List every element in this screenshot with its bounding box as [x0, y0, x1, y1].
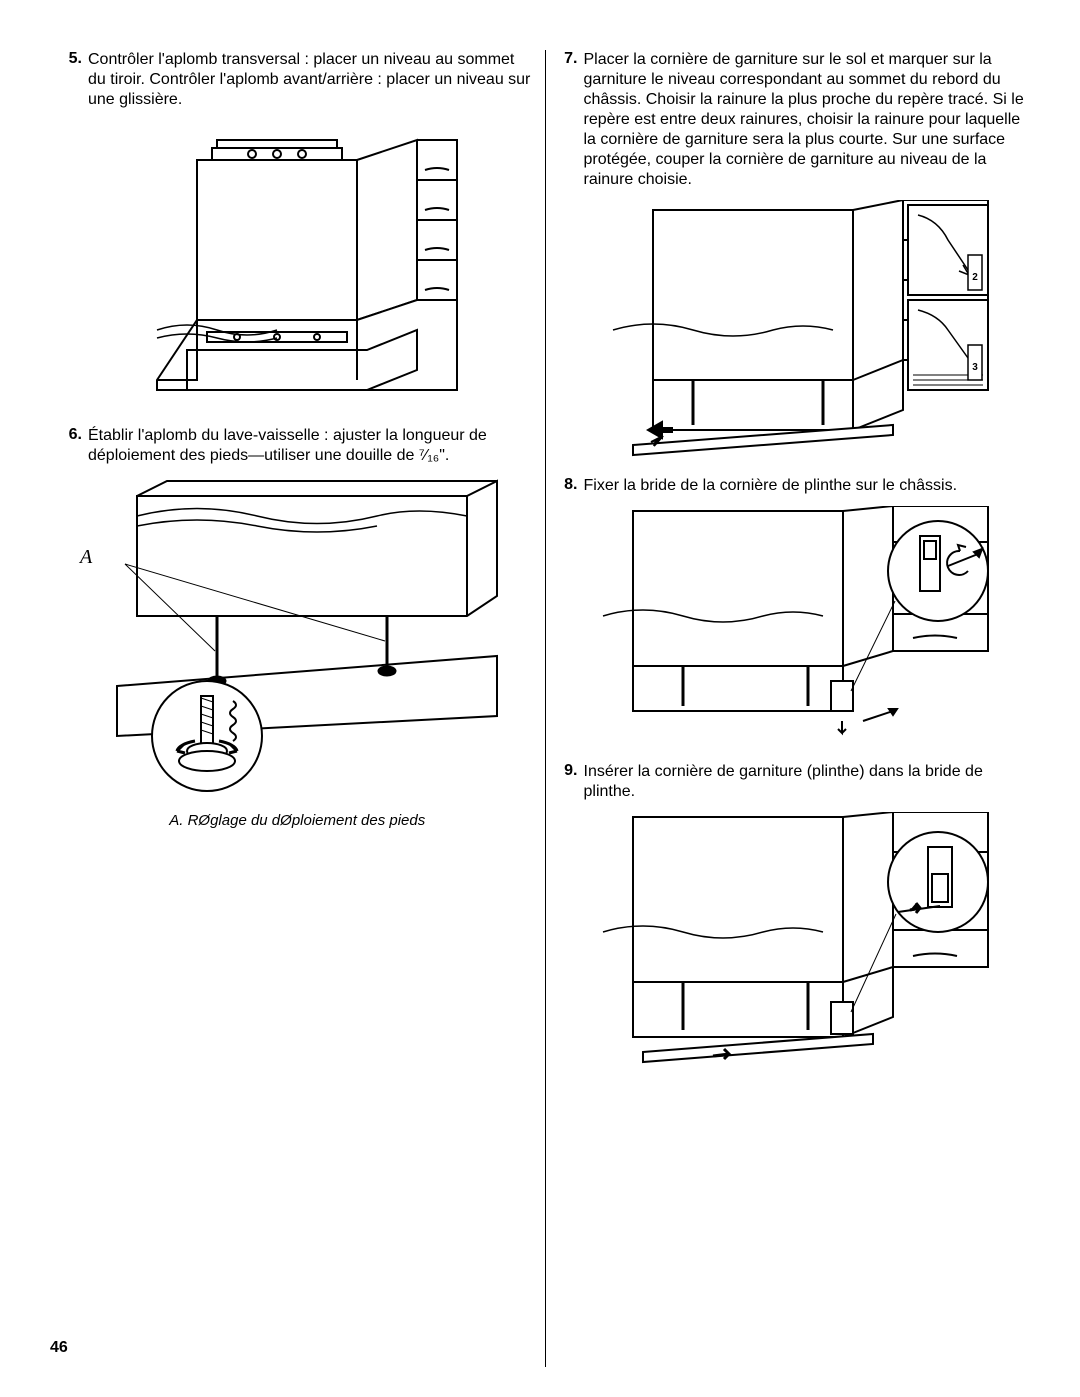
step-number: 5.	[62, 50, 88, 110]
step-number: 6.	[62, 426, 88, 466]
step-number: 9.	[558, 762, 584, 802]
svg-text:3: 3	[972, 362, 978, 373]
diagram-level-check	[117, 120, 477, 410]
figure-7: 2 3	[558, 200, 1029, 460]
figure-8	[558, 506, 1029, 746]
page: 5. Contrôler l'aplomb transversal : plac…	[0, 0, 1080, 1397]
step-text: Placer la cornière de garniture sur le s…	[584, 50, 1029, 190]
step-text: Insérer la cornière de garniture (plinth…	[584, 762, 1029, 802]
step-7: 7. Placer la cornière de garniture sur l…	[558, 50, 1029, 190]
step-5: 5. Contrôler l'aplomb transversal : plac…	[62, 50, 533, 110]
step-9: 9. Insérer la cornière de garniture (pli…	[558, 762, 1029, 802]
diagram-trim-mark: 2 3	[593, 200, 993, 460]
figure-9	[558, 812, 1029, 1082]
step-text: Établir l'aplomb du lave-vaisselle : aju…	[88, 426, 533, 466]
diagram-trim-insert	[593, 812, 993, 1082]
callout-letter-a: A	[80, 546, 92, 569]
figure-5	[62, 120, 533, 410]
diagram-clip-attach	[593, 506, 993, 746]
page-number: 46	[50, 1339, 68, 1357]
step-text: Fixer la bride de la cornière de plinthe…	[584, 476, 958, 496]
diagram-feet-adjust	[87, 476, 507, 796]
right-column: 7. Placer la cornière de garniture sur l…	[546, 50, 1041, 1367]
figure-6: A	[62, 476, 533, 796]
step-8: 8. Fixer la bride de la cornière de plin…	[558, 476, 1029, 496]
left-column: 5. Contrôler l'aplomb transversal : plac…	[50, 50, 546, 1367]
step-text: Contrôler l'aplomb transversal : placer …	[88, 50, 533, 110]
step-number: 7.	[558, 50, 584, 190]
svg-text:2: 2	[972, 272, 978, 283]
figure-6-caption: A. RØglage du dØploiement des pieds	[62, 812, 533, 829]
step-6: 6. Établir l'aplomb du lave-vaisselle : …	[62, 426, 533, 466]
step-number: 8.	[558, 476, 584, 496]
